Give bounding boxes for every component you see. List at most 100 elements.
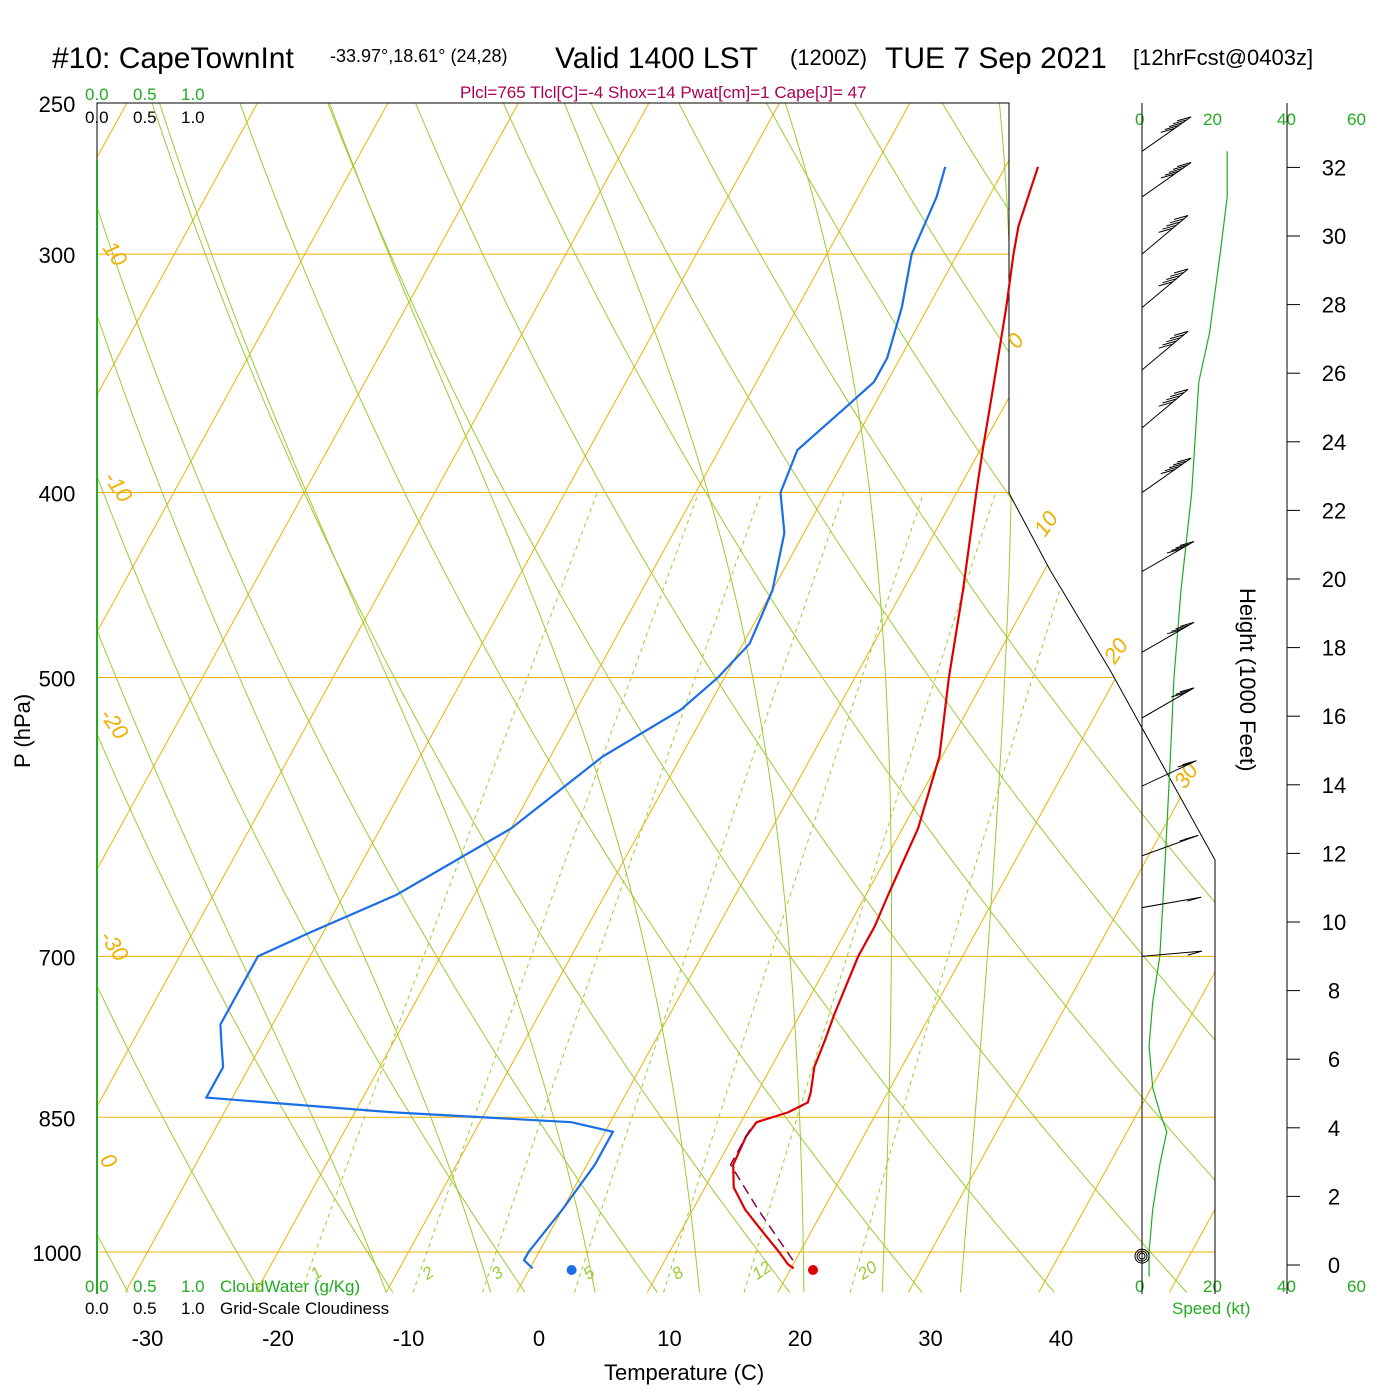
forecast-info: [12hrFcst@0403z] (1133, 45, 1313, 70)
isotherm-line (97, 103, 668, 1293)
parcel-line (729, 1126, 794, 1261)
isotherm-line (124, 103, 799, 1293)
isotherm-line (1168, 103, 1215, 1293)
mixing-ratio-label: 2 (418, 1262, 438, 1284)
valid-time: Valid 1400 LST (555, 42, 758, 75)
isotherm-line (255, 103, 929, 1293)
mixing-ratio-line (300, 492, 598, 1293)
wind-barb-flag (1168, 167, 1184, 173)
mixing-ratio-line (482, 492, 762, 1293)
wind-barb-flag (1173, 388, 1189, 394)
wind-barb-flag (1176, 116, 1192, 122)
pressure-tick-label: 500 (39, 667, 76, 692)
wind-barb-flag (1176, 162, 1192, 167)
dry-adiabat (314, 103, 1055, 1293)
moist-adiabat (960, 103, 1013, 1293)
wind-barb-flag (1158, 281, 1173, 287)
isotherm-label: 10 (98, 237, 133, 272)
wind-barb-staff (1141, 760, 1197, 787)
wind-barb-staff (1141, 687, 1195, 719)
speed-tick: 40 (1277, 1277, 1296, 1296)
wind-barb-flag (1175, 543, 1190, 549)
wind-barb-flag (1160, 469, 1175, 475)
wind-barb-flag (1179, 621, 1195, 627)
height-tick-label: 6 (1328, 1047, 1340, 1072)
dry-adiabat (401, 103, 1188, 1293)
plot-frame (96, 102, 1216, 1294)
wind-barb-staff (1141, 215, 1189, 255)
x-tick-label: -30 (132, 1326, 164, 1351)
height-axis-label: Height (1000 Feet) (1235, 588, 1260, 771)
isotherm-label: 30 (1169, 758, 1204, 793)
wind-barb-flag (1187, 950, 1202, 956)
wind-barb-staff (1141, 896, 1202, 909)
wind-barb-flag (1160, 173, 1175, 179)
x-axis-label: Temperature (C) (604, 1360, 764, 1385)
moist-adiabat (563, 103, 805, 1293)
wind-barb-flag (1171, 626, 1186, 632)
isotherm-line (97, 103, 407, 1293)
dry-adiabat (97, 103, 526, 1293)
speed-tick: 60 (1347, 110, 1366, 129)
height-tick-label: 10 (1322, 910, 1346, 935)
mixing-ratio-label: 3 (488, 1262, 507, 1283)
x-tick-label: 10 (657, 1326, 681, 1351)
isotherm-label: -20 (95, 704, 134, 745)
stability-indices: Plcl=765 Tlcl[C]=-4 Shox=14 Pwat[cm]=1 C… (460, 83, 867, 102)
speed-tick: 0 (1135, 110, 1144, 129)
moist-adiabat (97, 103, 387, 1293)
wind-barb-staff (1141, 389, 1189, 429)
dry-adiabat (1356, 69, 1400, 1292)
wind-barb-flag (1164, 125, 1180, 130)
mixing-ratio-line (412, 492, 700, 1293)
x-tick-label: -10 (393, 1326, 425, 1351)
wind-barb-flag (1166, 275, 1181, 280)
utc-time: (1200Z) (790, 45, 867, 70)
speed-scale-bottom: 0 20 40 60 Speed (kt) (1135, 1277, 1366, 1318)
dry-adiabat (748, 103, 1215, 1293)
cloudwater-label: CloudWater (g/Kg) (220, 1277, 360, 1296)
wind-profile (1134, 103, 1228, 1294)
pressure-tick-label: 250 (39, 92, 76, 117)
isotherm-line (1300, 69, 1400, 1292)
wind-barb-flag (1172, 119, 1188, 125)
dry-adiabat (574, 103, 1215, 1293)
pressure-tick-label: 850 (39, 1106, 76, 1131)
wind-barb-flag (1173, 330, 1189, 336)
dewpoint-line (204, 166, 947, 1270)
height-tick-label: 28 (1322, 293, 1346, 318)
pressure-tick-label: 300 (39, 243, 76, 268)
dry-adiabat (227, 103, 923, 1293)
mixing-ratio-label: 20 (853, 1257, 881, 1284)
wind-barb-flag (1171, 546, 1186, 551)
wind-barb-flag (1182, 760, 1197, 766)
height-tick-label: 30 (1322, 224, 1346, 249)
wind-barb-staff (1141, 268, 1189, 308)
cloudwater-tick: 0.0 (85, 85, 109, 104)
wind-barb-flag (1175, 689, 1190, 695)
wind-barb-flag (1166, 629, 1182, 635)
wind-barb-flag (1179, 541, 1195, 546)
y-axis-label: P (hPa) (10, 694, 35, 768)
height-tick-label: 18 (1322, 636, 1346, 661)
wind-barb-flag (1186, 896, 1202, 902)
wind-barb-flag (1172, 460, 1188, 466)
cloudiness-tick: 1.0 (181, 1299, 205, 1318)
surface-dewpoint-dot (566, 1265, 577, 1275)
cloudiness-tick: 1.0 (181, 108, 205, 127)
wind-speed-line (1148, 151, 1228, 1277)
wind-barb-flag (1162, 278, 1177, 284)
mixing-ratio-line (573, 492, 845, 1293)
height-tick-label: 0 (1328, 1253, 1340, 1278)
isotherm-labels: 10 0 -10 -20 -30 0 10 20 30 (95, 237, 1204, 1174)
height-tick-label: 22 (1322, 498, 1346, 523)
wind-barb-flag (1166, 548, 1182, 554)
axes: -30 -20 -10 0 10 20 30 402503004005007008501000… (33, 92, 1347, 1351)
x-tick-label: -20 (262, 1326, 294, 1351)
dry-adiabat (834, 103, 1215, 1293)
height-tick-label: 32 (1322, 155, 1346, 180)
x-tick-label: 40 (1049, 1326, 1073, 1351)
dry-adiabat (97, 103, 658, 1293)
height-tick-label: 16 (1322, 704, 1346, 729)
wind-barb-flag (1158, 343, 1173, 349)
